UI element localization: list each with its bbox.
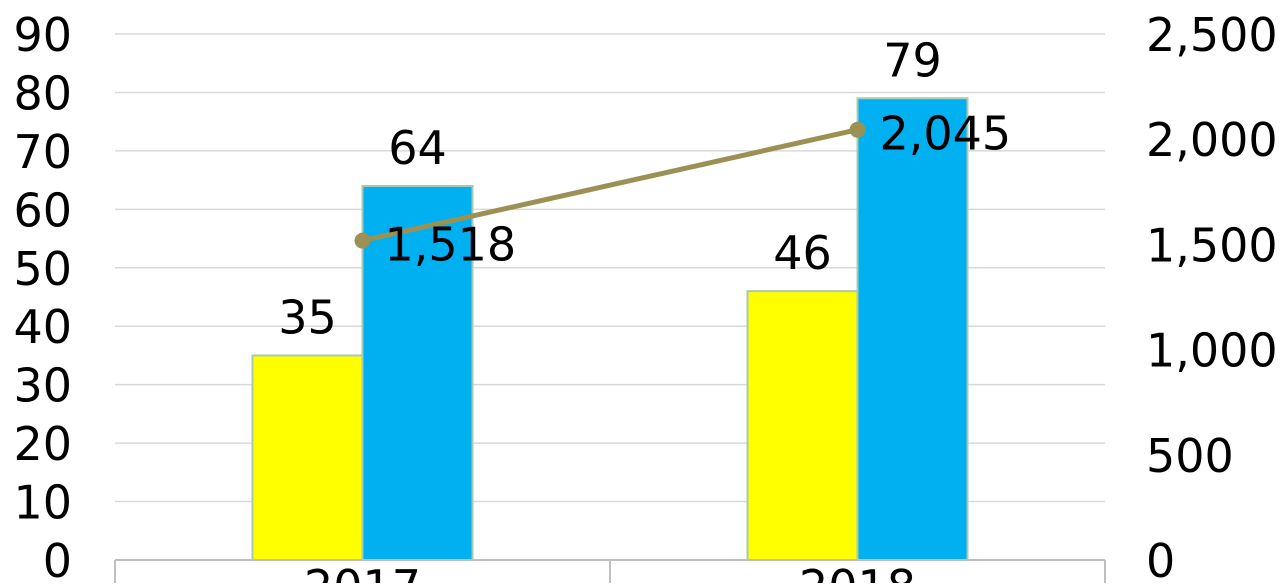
- bar-data-label: 35: [278, 290, 337, 344]
- line-data-label: 1,518: [385, 218, 517, 272]
- y-right-tick-label: 1,000: [1146, 324, 1278, 378]
- y-right-tick-label: 2,500: [1146, 8, 1278, 62]
- line-point: [354, 232, 371, 249]
- bar-data-label: 79: [883, 33, 942, 87]
- y-right-tick-label: 500: [1146, 429, 1234, 483]
- line-data-label: 2,045: [880, 107, 1012, 161]
- y-left-tick-label: 0: [43, 534, 72, 583]
- bar: [746, 290, 859, 561]
- y-left-tick-label: 80: [13, 66, 72, 120]
- y-left-tick-label: 90: [13, 8, 72, 62]
- y-left-tick-label: 50: [13, 242, 72, 296]
- y-left-tick-label: 30: [13, 359, 72, 413]
- data-labels: 35 46 64 79 1,518 2,045: [278, 33, 1011, 344]
- axes: 010203040506070809005001,0001,5002,0002,…: [13, 8, 1278, 587]
- x-category-label: 2018: [799, 560, 916, 583]
- line-point: [849, 121, 866, 138]
- bar-data-label: 64: [388, 121, 447, 175]
- bar: [856, 97, 969, 562]
- x-category-label: 2017: [304, 560, 421, 583]
- y-right-tick-label: 2,000: [1146, 113, 1278, 167]
- y-left-tick-label: 20: [13, 417, 72, 471]
- bar-data-label: 46: [773, 226, 832, 280]
- line-series: [354, 121, 866, 249]
- bar: [361, 184, 474, 561]
- y-right-tick-label: 1,500: [1146, 218, 1278, 272]
- line-series-path: [361, 127, 859, 244]
- y-left-tick-label: 10: [13, 476, 72, 530]
- y-left-tick-label: 60: [13, 183, 72, 237]
- y-left-tick-label: 40: [13, 300, 72, 354]
- y-right-tick-label: 0: [1146, 534, 1175, 583]
- y-left-tick-label: 70: [13, 125, 72, 179]
- bars: [251, 97, 969, 562]
- bar: [251, 354, 364, 562]
